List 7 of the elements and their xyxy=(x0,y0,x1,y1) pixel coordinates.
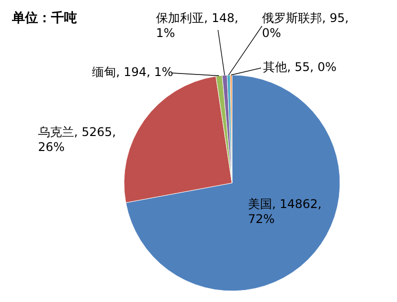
slice-label: 其他, 55, 0% xyxy=(263,60,337,74)
slice-label: 缅甸, 194, 1% xyxy=(92,65,174,79)
slice-label: 俄罗斯联邦, 95, 0% xyxy=(262,11,349,40)
slice-label: 美国, 14862, 72% xyxy=(248,197,322,226)
chart-title: 单位：千吨 xyxy=(11,10,77,26)
slice-label: 保加利亚, 148, 1% xyxy=(156,11,238,40)
slice-label: 乌克兰, 5265, 26% xyxy=(38,125,116,154)
